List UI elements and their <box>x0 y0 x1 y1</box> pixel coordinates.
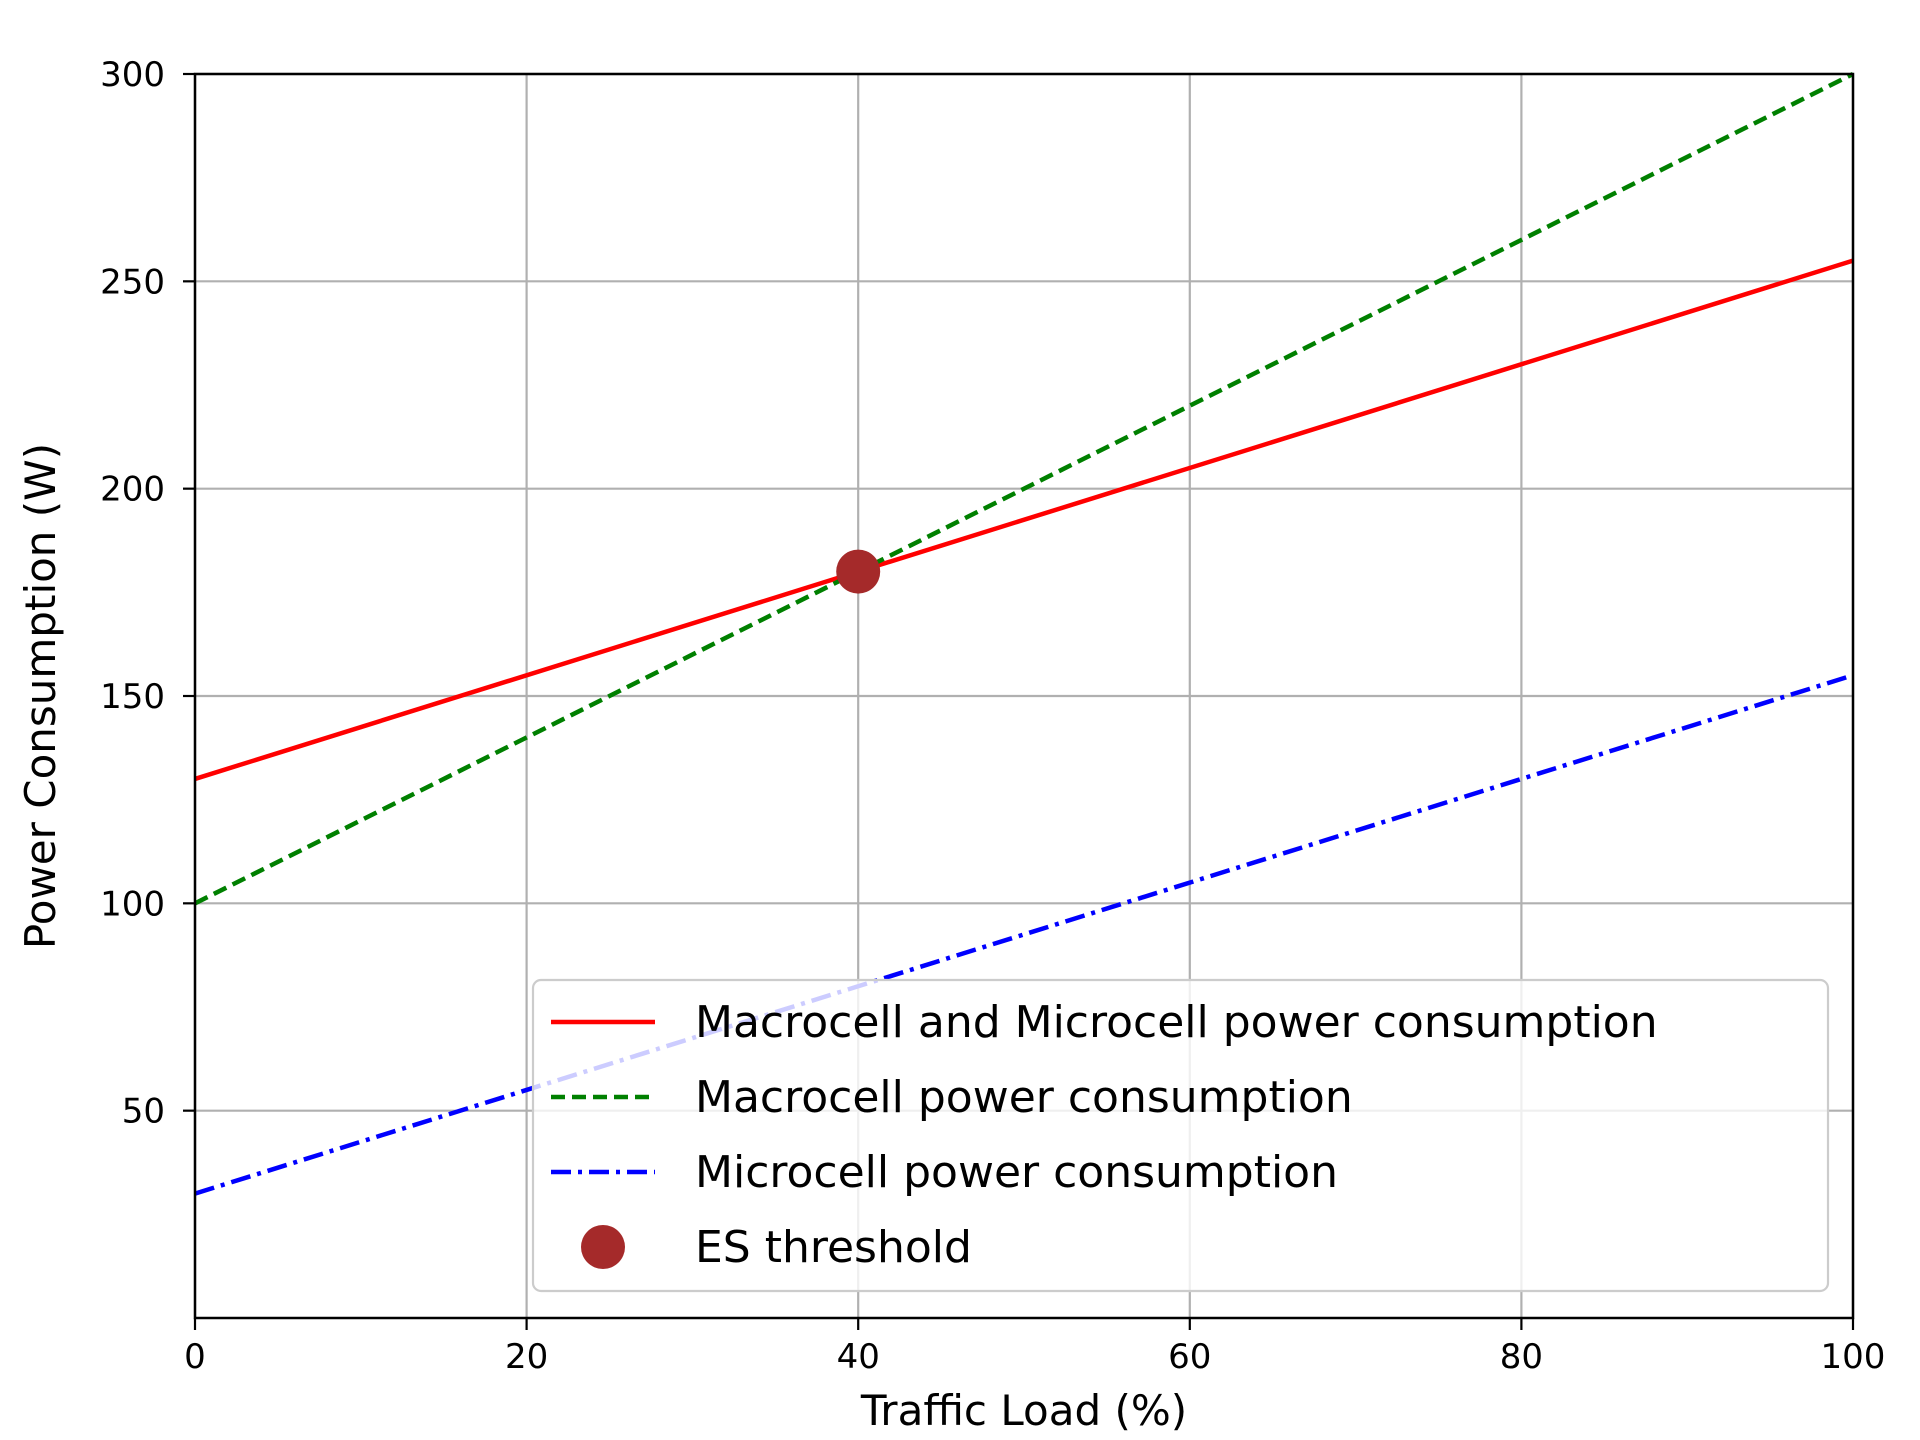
legend-swatch-marker <box>581 1225 625 1269</box>
ticks: 0 20 40 60 80 100 50 100 150 200 250 300 <box>100 55 1885 1377</box>
y-tick-label: 100 <box>100 884 165 924</box>
es-threshold-marker <box>836 549 881 594</box>
x-tick-label: 100 <box>1821 1337 1886 1377</box>
series-line-2 <box>193 71 1855 906</box>
x-tick-label: 80 <box>1500 1337 1543 1377</box>
series-line-1 <box>194 258 1854 782</box>
y-tick-label: 50 <box>122 1092 165 1132</box>
legend-entry-label: Macrocell and Microcell power consumptio… <box>695 997 1658 1048</box>
x-axis-label: Traffic Load (%) <box>860 1386 1187 1435</box>
legend-entry-label: Microcell power consumption <box>695 1147 1338 1198</box>
legend-box <box>531 978 1830 1293</box>
legend-entry-label: ES threshold <box>695 1222 972 1273</box>
legend: Macrocell and Microcell power consumptio… <box>531 978 1830 1293</box>
x-tick-label: 0 <box>184 1337 206 1377</box>
y-tick-label: 200 <box>100 470 165 510</box>
y-tick-label: 150 <box>100 677 165 717</box>
legend-entry-label: Macrocell power consumption <box>695 1072 1353 1123</box>
series-line-3 <box>194 673 1854 1196</box>
series-group <box>193 71 1855 1196</box>
x-tick-label: 40 <box>837 1337 880 1377</box>
y-tick-label: 300 <box>100 55 165 95</box>
points-group <box>836 549 881 594</box>
x-tick-label: 60 <box>1168 1337 1211 1377</box>
x-tick-label: 20 <box>505 1337 548 1377</box>
y-axis-label: Power Consumption (W) <box>16 443 65 949</box>
y-tick-label: 250 <box>100 262 165 302</box>
